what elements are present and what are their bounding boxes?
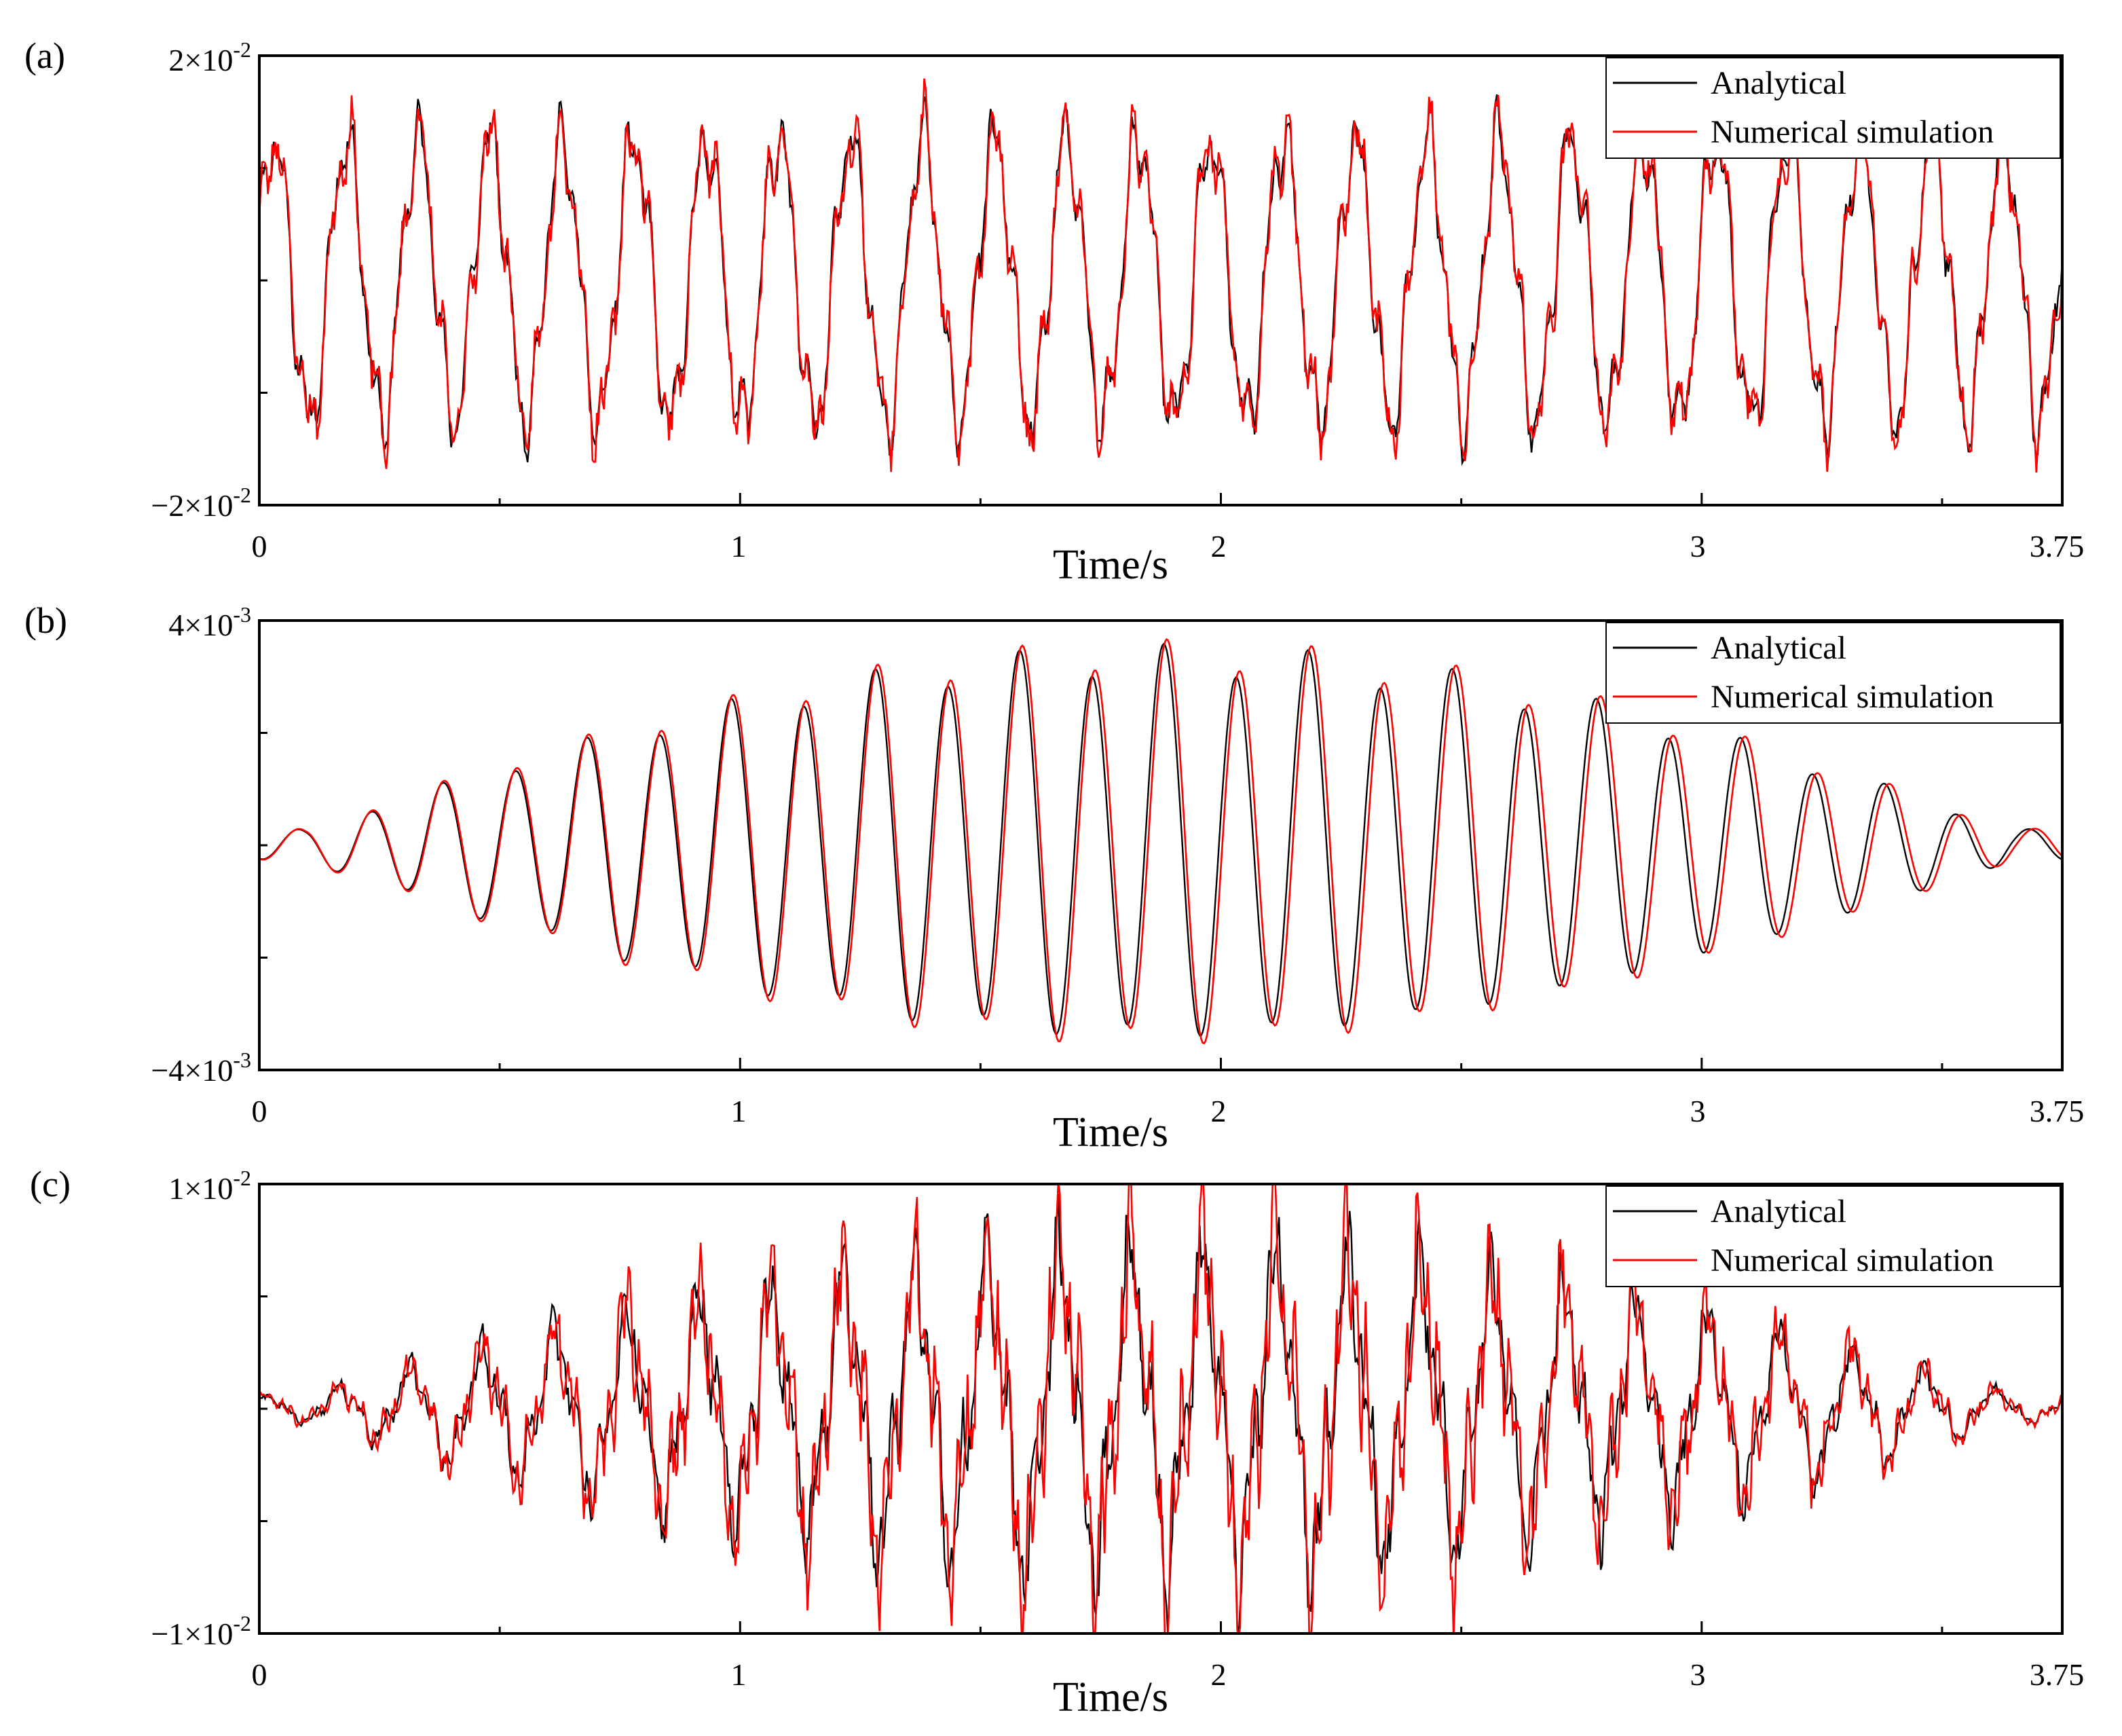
panel-a-legend-analytical-label: Analytical [1711,65,1846,101]
panel-c-legend-analytical-label: Analytical [1711,1194,1846,1230]
panel-b-x-tick-label: 3.75 [2030,1094,2085,1128]
panel-b-x-ticks: 0 1 2 3 3.75 [252,1094,2085,1128]
panel-c-x-tick-label: 2 [1211,1657,1227,1692]
panel-b-legend-box [1605,622,2061,724]
panel-b-legend: Analytical Numerical simulation [1605,622,2061,724]
panel-c-legend-box [1605,1185,2061,1287]
panel-c-legend: Analytical Numerical simulation [1605,1185,2061,1287]
panel-a-x-tick-label: 0 [252,529,267,564]
panel-a: (a) 2×10-2 −2×10-2 0 1 2 3 3.75 Time/s A… [24,35,2084,588]
panel-a-x-tick-label: 3.75 [2030,529,2085,564]
panel-a-x-tick-label: 3 [1690,529,1706,564]
panel-c-legend-numerical-label: Numerical simulation [1711,1242,1994,1278]
panel-c-x-ticks: 0 1 2 3 3.75 [252,1657,2085,1692]
panel-a-y-top-label: 2×10-2 [168,37,251,77]
panel-b-axes-frame [258,619,2064,1071]
panel-c: (c) 1×10-2 −1×10-2 0 1 2 3 3.75 Time/s A… [30,1164,2085,1720]
panel-b-legend-analytical-label: Analytical [1711,630,1846,666]
panel-b-x-tick-label: 0 [252,1094,267,1128]
panel-a-label: (a) [24,35,65,76]
panel-b-x-axis-title: Time/s [1053,1109,1168,1156]
panel-b-y-top-label: 4×10-3 [168,602,251,642]
panel-c-x-tick-label: 1 [731,1657,747,1692]
panel-b-label: (b) [24,600,67,641]
analytical-series-line [259,642,2062,1037]
panel-a-legend-box [1605,57,2061,159]
panel-a-axes-frame [258,54,2064,506]
panel-b-y-bottom-label: −4×10-3 [151,1048,251,1088]
panel-b-x-tick-label: 2 [1211,1094,1227,1128]
panel-b: (b) 4×10-3 −4×10-3 0 1 2 3 3.75 Time/s A… [24,600,2084,1156]
numerical-series-line [259,78,2062,473]
panel-b-legend-numerical-label: Numerical simulation [1711,679,1994,715]
numerical-series-line [259,638,2062,1045]
panel-a-x-ticks: 0 1 2 3 3.75 [252,529,2085,564]
panel-c-axes-frame [258,1183,2064,1635]
panel-c-label: (c) [30,1164,71,1204]
panel-c-x-axis-title: Time/s [1053,1674,1168,1720]
panel-c-x-tick-label: 3.75 [2030,1657,2085,1692]
panel-a-x-tick-label: 2 [1211,529,1227,564]
panel-c-y-top-label: 1×10-2 [168,1166,251,1206]
panel-a-y-bottom-label: −2×10-2 [151,483,251,523]
panel-a-legend: Analytical Numerical simulation [1605,57,2061,159]
panel-a-x-tick-label: 1 [731,529,747,564]
panel-a-x-axis-title: Time/s [1053,542,1168,588]
panel-c-x-tick-label: 3 [1690,1657,1706,1692]
panel-b-x-tick-label: 1 [731,1094,747,1128]
numerical-series-line [259,1184,2062,1633]
panel-c-x-tick-label: 0 [252,1657,267,1692]
panel-a-legend-numerical-label: Numerical simulation [1711,114,1994,150]
panel-c-y-bottom-label: −1×10-2 [151,1611,251,1651]
panel-b-x-tick-label: 3 [1690,1094,1706,1128]
